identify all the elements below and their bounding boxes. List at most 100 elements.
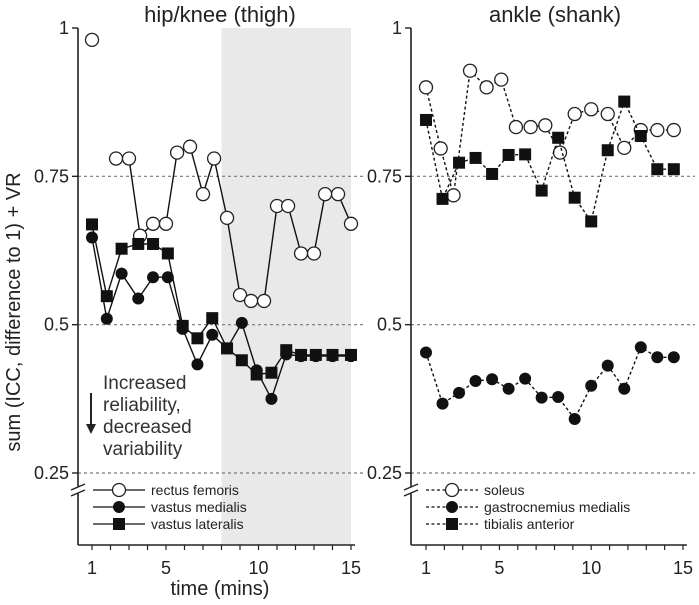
- data-point: [538, 118, 553, 133]
- legend-marker: [111, 482, 127, 498]
- x-tick-label: 5: [161, 558, 171, 578]
- data-point: [86, 218, 98, 231]
- data-point: [601, 359, 614, 372]
- legend-marker: [446, 501, 458, 513]
- y-tick-label: 0.5: [44, 315, 69, 335]
- data-point: [502, 148, 515, 161]
- data-point: [585, 379, 598, 392]
- series-line-soleus: [425, 69, 674, 196]
- x-tick-label: 10: [581, 558, 601, 578]
- data-point: [600, 106, 615, 122]
- axis-break-mark: [70, 489, 86, 497]
- data-point: [343, 216, 359, 231]
- data-point: [469, 151, 482, 164]
- y-tick-label: 0.75: [34, 166, 69, 186]
- data-point: [486, 167, 499, 180]
- data-point: [585, 215, 598, 228]
- data-point: [115, 242, 128, 255]
- data-point: [100, 312, 113, 325]
- x-tick-label: 10: [248, 558, 268, 578]
- shaded-region: [221, 28, 351, 545]
- data-point: [535, 391, 548, 404]
- data-point: [132, 292, 145, 305]
- data-point: [147, 237, 160, 250]
- data-point: [147, 271, 160, 284]
- data-point: [84, 32, 100, 48]
- annotation-line-3: decreased: [103, 417, 192, 438]
- data-point: [145, 216, 161, 231]
- y-tick-label: 0.75: [367, 166, 402, 186]
- data-point: [453, 156, 466, 169]
- data-point: [508, 119, 524, 135]
- data-point: [584, 102, 599, 117]
- data-point: [326, 348, 339, 361]
- data-point: [206, 151, 222, 166]
- data-point: [256, 293, 272, 309]
- x-tick-label: 1: [87, 558, 97, 578]
- data-point: [100, 290, 113, 303]
- axis-break-gap: [403, 487, 419, 493]
- data-point: [161, 271, 174, 284]
- x-tick-label: 5: [494, 558, 504, 578]
- data-point: [436, 192, 449, 205]
- x-axis-label: time (mins): [171, 578, 270, 600]
- data-point: [651, 351, 664, 364]
- data-point: [121, 151, 137, 166]
- data-point: [420, 346, 432, 359]
- x-tick-label: 15: [341, 558, 361, 578]
- data-point: [420, 113, 432, 126]
- data-point: [552, 391, 565, 404]
- legend-label: gastrocnemius medialis: [484, 499, 630, 515]
- data-point: [219, 210, 235, 226]
- annotation-line-2: reliability,: [103, 395, 181, 416]
- data-point: [158, 216, 174, 231]
- data-point: [634, 129, 647, 142]
- data-point: [601, 144, 614, 157]
- axis-break-gap: [70, 487, 86, 493]
- data-point: [317, 186, 333, 202]
- data-point: [206, 312, 219, 325]
- data-point: [650, 122, 665, 138]
- data-point: [634, 341, 647, 354]
- data-point: [115, 267, 128, 280]
- data-point: [195, 186, 211, 202]
- data-point: [250, 368, 263, 381]
- y-axis-label: sum (ICC, difference to 1) + VR: [3, 172, 25, 451]
- data-point: [462, 63, 478, 78]
- data-point: [306, 246, 322, 261]
- data-point: [265, 392, 278, 405]
- left-panel-title: hip/knee (thigh): [144, 2, 296, 27]
- annotation-line-1: Increased: [103, 373, 186, 394]
- data-point: [206, 328, 219, 341]
- data-point: [265, 366, 278, 379]
- data-point: [568, 413, 581, 426]
- data-point: [552, 131, 565, 144]
- legend-label: soleus: [484, 482, 524, 498]
- data-point: [436, 397, 449, 410]
- data-point: [309, 348, 322, 361]
- series-line-gastrocnemius-medialis: [425, 346, 674, 421]
- data-point: [519, 372, 532, 385]
- legend-marker: [113, 501, 125, 513]
- data-point: [446, 188, 461, 203]
- data-point: [169, 145, 185, 160]
- data-point: [293, 246, 309, 261]
- legend-label: vastus medialis: [151, 499, 247, 515]
- y-tick-label: 0.25: [34, 463, 69, 483]
- data-point: [418, 80, 434, 95]
- data-point: [243, 293, 259, 309]
- data-point: [486, 373, 499, 386]
- data-point: [535, 184, 548, 197]
- axis-break-mark: [403, 483, 419, 491]
- data-point: [132, 237, 145, 250]
- data-point: [651, 163, 664, 176]
- data-point: [295, 348, 308, 361]
- data-point: [523, 119, 538, 135]
- data-point: [280, 198, 296, 214]
- data-point: [667, 163, 680, 176]
- legend-marker: [446, 518, 458, 530]
- legend-marker: [444, 482, 460, 498]
